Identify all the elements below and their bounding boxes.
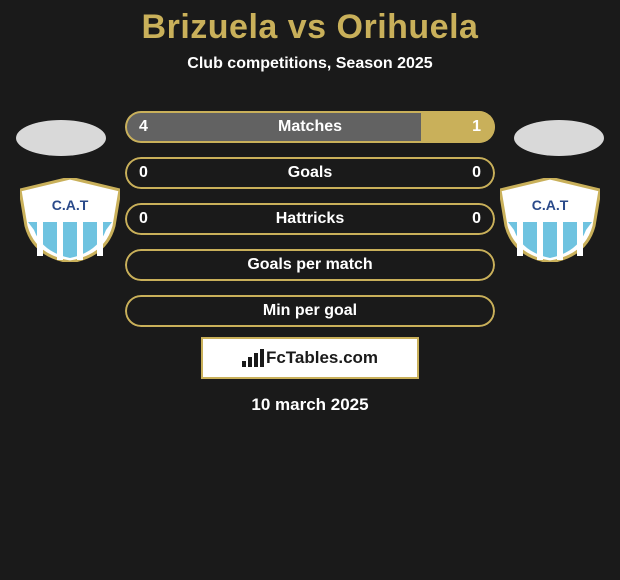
watermark: FcTables.com [242, 348, 378, 368]
stat-value-right: 1 [472, 111, 481, 143]
stat-label: Min per goal [125, 295, 495, 327]
stat-label: Matches [125, 111, 495, 143]
stat-value-left: 4 [139, 111, 148, 143]
stat-value-right: 0 [472, 203, 481, 235]
date-label: 10 march 2025 [251, 395, 368, 415]
stat-row: Min per goal [125, 295, 495, 327]
stat-value-left: 0 [139, 203, 148, 235]
bar-chart-icon [242, 349, 264, 367]
infographic-container: Brizuela vs Orihuela Club competitions, … [0, 0, 620, 580]
page-title: Brizuela vs Orihuela [142, 8, 479, 47]
stat-value-left: 0 [139, 157, 148, 189]
stat-label: Hattricks [125, 203, 495, 235]
stat-row: Goals per match [125, 249, 495, 281]
stat-label: Goals per match [125, 249, 495, 281]
watermark-box: FcTables.com [201, 337, 419, 379]
page-subtitle: Club competitions, Season 2025 [187, 55, 432, 73]
stat-value-right: 0 [472, 157, 481, 189]
stat-label: Goals [125, 157, 495, 189]
stat-row: Matches4 1 [125, 111, 495, 143]
watermark-text: FcTables.com [266, 348, 378, 368]
stat-row: Goals0 0 [125, 157, 495, 189]
stat-row: Hattricks0 0 [125, 203, 495, 235]
comparison-rows: Matches41Goals00Hattricks00Goals per mat… [0, 111, 620, 327]
